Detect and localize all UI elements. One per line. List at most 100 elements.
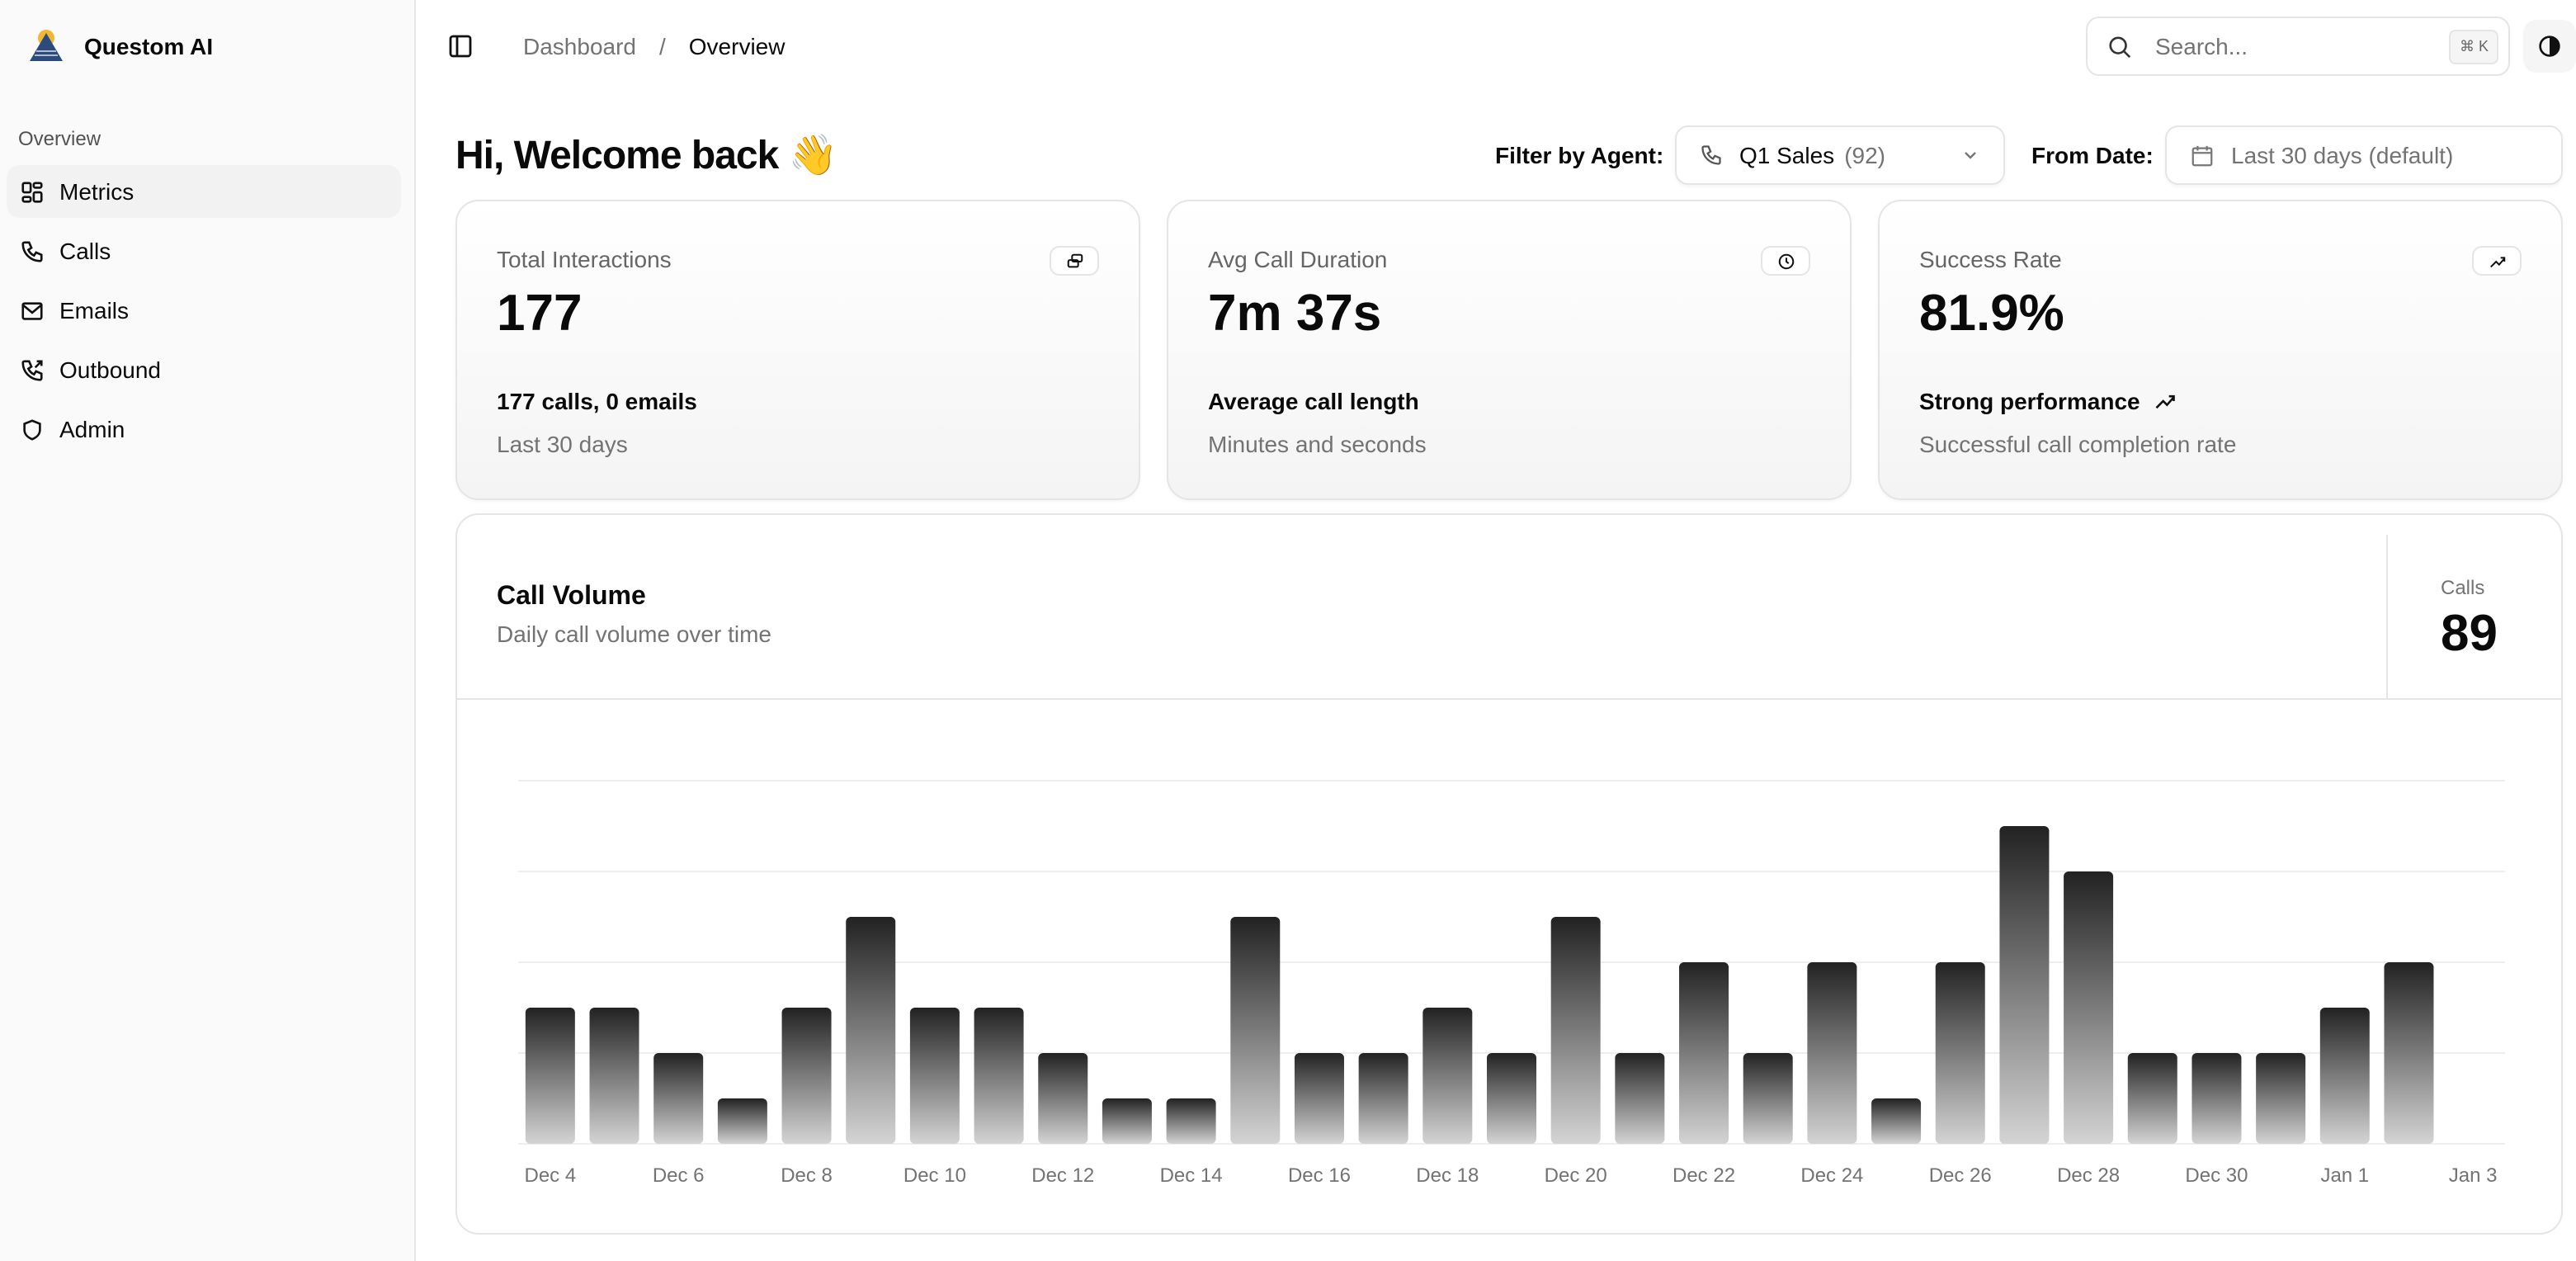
bar-dec-31: [2256, 1053, 2306, 1144]
x-tick-label: Dec 26: [1929, 1164, 1992, 1187]
bar-dec-6: [653, 1053, 704, 1144]
x-tick-label: Dec 8: [781, 1164, 833, 1187]
bar-dec-8: [781, 1008, 832, 1144]
calls-stat-label: Calls: [2441, 576, 2485, 599]
bar-dec-30: [2191, 1053, 2242, 1144]
date-filter-label: From Date:: [2031, 142, 2154, 168]
calls-stat-value: 89: [2441, 604, 2498, 662]
search-placeholder: Search...: [2155, 33, 2248, 59]
bar-jan-2: [2384, 962, 2434, 1144]
card-subtitle: Strong performance: [1919, 388, 2177, 414]
contrast-icon: [2539, 35, 2560, 57]
sidebar-item-admin[interactable]: Admin: [7, 403, 401, 456]
nav-group-label: Overview: [18, 127, 101, 150]
card-value: 81.9%: [1919, 284, 2064, 342]
agent-name: Q1 Sales: [1739, 142, 1835, 168]
agent-count: (92): [1844, 142, 1885, 168]
card-subtitle: Average call length: [1208, 388, 1419, 414]
card-title: Success Rate: [1919, 246, 2062, 272]
bar-dec-4: [525, 1008, 575, 1144]
card-title: Total Interactions: [497, 246, 672, 272]
x-tick-label: Jan 3: [2449, 1164, 2498, 1187]
x-tick-label: Jan 1: [2320, 1164, 2369, 1187]
bar-dec-13: [1102, 1098, 1152, 1144]
bar-dec-20: [1550, 917, 1601, 1144]
page-title: Hi, Welcome back 👋: [455, 134, 837, 178]
theme-toggle-button[interactable]: [2523, 20, 2576, 73]
search-shortcut: ⌘ K: [2449, 30, 2498, 64]
card-badge: [2472, 246, 2522, 276]
sidebar-item-outbound[interactable]: Outbound: [7, 343, 401, 396]
brand[interactable]: Questom AI: [28, 28, 213, 64]
app-name: Questom AI: [84, 33, 214, 59]
x-tick-label: Dec 28: [2057, 1164, 2120, 1187]
card-description: Successful call completion rate: [1919, 431, 2237, 457]
sidebar-toggle-icon[interactable]: [447, 33, 474, 59]
call-volume-card: Call Volume Daily call volume over time …: [455, 513, 2563, 1235]
bar-dec-24: [1807, 962, 1857, 1144]
bar-dec-22: [1679, 962, 1729, 1144]
bar-dec-15: [1230, 917, 1281, 1144]
calls-stat: Calls 89: [2386, 535, 2561, 700]
topbar: Dashboard / Overview Search... ⌘ K: [416, 0, 2576, 92]
mail-icon: [21, 301, 43, 319]
trending-up-icon: [2489, 256, 2505, 267]
bar-dec-29: [2127, 1053, 2177, 1144]
sidebar-item-calls[interactable]: Calls: [7, 224, 401, 277]
card-badge: [1761, 246, 1810, 276]
stat-card-success-rate: Success Rate 81.9% Strong performance Su…: [1878, 200, 2563, 500]
sidebar-item-label: Calls: [59, 238, 111, 264]
sidebar-item-emails[interactable]: Emails: [7, 284, 401, 337]
card-subtitle-text: Strong performance: [1919, 388, 2140, 414]
date-value: Last 30 days (default): [2231, 142, 2454, 168]
card-value: 7m 37s: [1208, 284, 1382, 342]
x-tick-label: Dec 20: [1545, 1164, 1607, 1187]
chevron-down-icon: [1965, 152, 1976, 159]
bar-dec-5: [589, 1008, 639, 1144]
logo-icon: [30, 30, 63, 61]
bar-dec-14: [1166, 1098, 1216, 1144]
grid-icon: [21, 181, 43, 202]
bar-dec-16: [1294, 1053, 1344, 1144]
x-tick-label: Dec 30: [2185, 1164, 2248, 1187]
trending-up-icon: [2155, 394, 2175, 409]
chart-header: Call Volume Daily call volume over time …: [457, 515, 2561, 700]
bar-dec-27: [1999, 826, 2050, 1144]
card-value: 177: [497, 284, 583, 342]
bar-dec-18: [1422, 1008, 1473, 1144]
bar-dec-28: [2064, 871, 2114, 1144]
phone-icon: [1701, 145, 1721, 165]
bar-dec-12: [1038, 1053, 1088, 1144]
stat-card-avg-call-duration: Avg Call Duration 7m 37s Average call le…: [1167, 200, 1852, 500]
agent-select[interactable]: Q1 Sales (92): [1675, 125, 2005, 185]
bar-dec-10: [909, 1008, 960, 1144]
sidebar-item-label: Outbound: [59, 357, 161, 383]
phone-outgoing-icon: [21, 359, 43, 380]
search-input[interactable]: Search... ⌘ K: [2086, 17, 2510, 76]
bar-dec-23: [1743, 1053, 1793, 1144]
card-subtitle: 177 calls, 0 emails: [497, 388, 697, 414]
x-tick-label: Dec 12: [1031, 1164, 1094, 1187]
chart-title: Call Volume: [497, 583, 646, 611]
sidebar: Questom AI Overview Metrics Calls Emails…: [0, 0, 416, 1261]
date-picker[interactable]: Last 30 days (default): [2165, 125, 2563, 185]
card-title: Avg Call Duration: [1208, 246, 1388, 272]
bar-dec-19: [1487, 1053, 1536, 1144]
sidebar-item-metrics[interactable]: Metrics: [7, 165, 401, 218]
breadcrumb-separator: /: [659, 33, 666, 59]
x-tick-label: Dec 22: [1673, 1164, 1735, 1187]
calendar-icon: [2191, 144, 2213, 166]
phone-icon: [21, 240, 43, 262]
breadcrumb-current: Overview: [688, 33, 786, 59]
x-tick-label: Dec 16: [1288, 1164, 1351, 1187]
card-description: Last 30 days: [497, 431, 628, 457]
bar-dec-21: [1615, 1053, 1665, 1144]
stat-card-total-interactions: Total Interactions 177 177 calls, 0 emai…: [455, 200, 1140, 500]
breadcrumb-dashboard[interactable]: Dashboard: [523, 33, 636, 59]
clock-icon: [1777, 253, 1794, 269]
x-tick-label: Dec 10: [903, 1164, 966, 1187]
messages-icon: [1066, 253, 1083, 267]
call-volume-chart: Dec 4 Dec 6 Dec 8 Dec 10 Dec 12 Dec 14 Dec 16 D…: [518, 780, 2505, 1187]
sidebar-item-label: Emails: [59, 297, 130, 324]
agent-filter-label: Filter by Agent:: [1495, 142, 1664, 168]
